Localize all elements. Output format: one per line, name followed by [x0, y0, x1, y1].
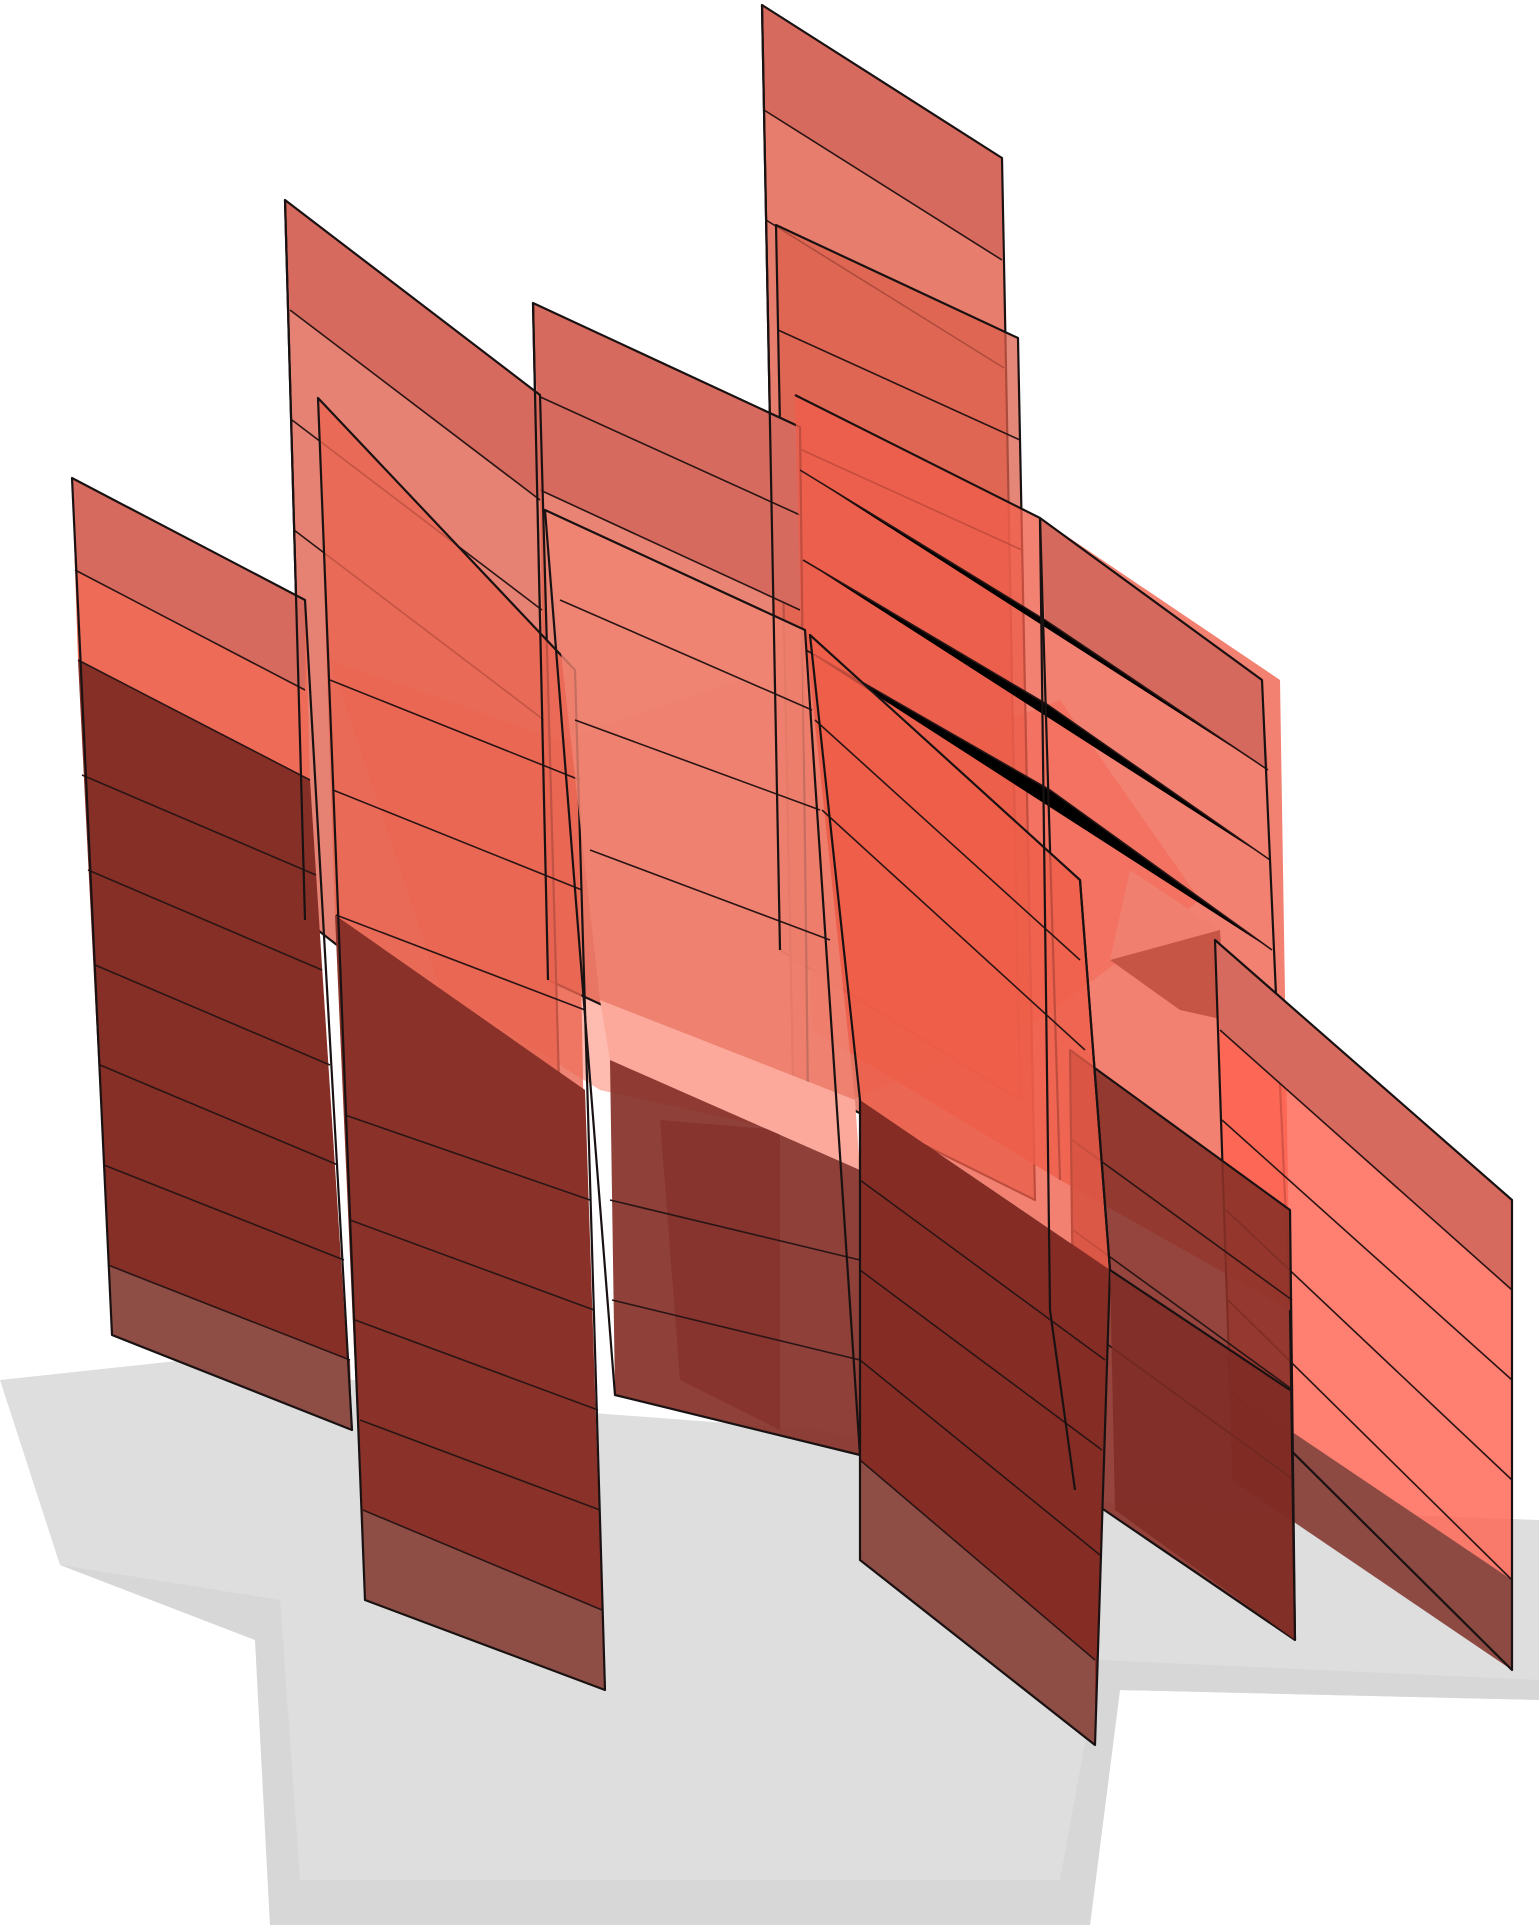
- sheet-far-right: [1213, 938, 1514, 1672]
- sheet-center-right-front: [808, 633, 1112, 1747]
- sheet-front-left: [316, 396, 607, 1692]
- sheet-mid-right: [1038, 519, 1112, 1491]
- outline-edges: [283, 4, 1297, 1641]
- sheet-right-lower: [1109, 1269, 1295, 1640]
- sheet-leftmost: [70, 476, 354, 1432]
- sheet-center-front: [543, 508, 862, 1457]
